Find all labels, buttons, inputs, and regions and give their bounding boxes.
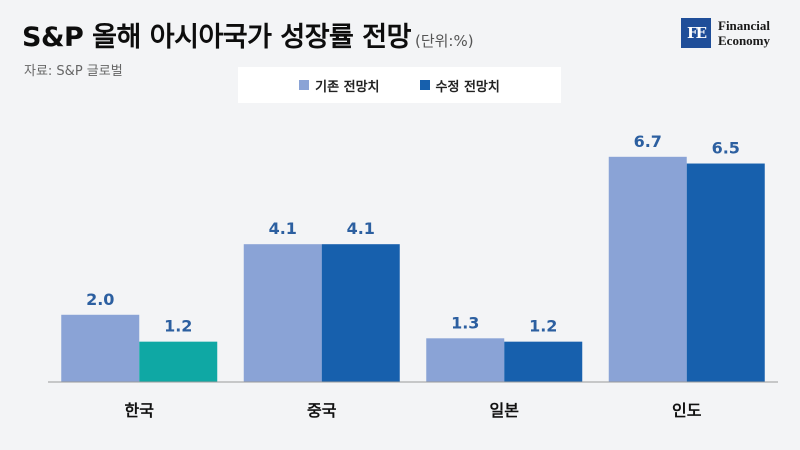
logo-mark-icon: FE xyxy=(681,18,711,48)
value-label: 6.5 xyxy=(712,139,740,158)
publisher-logo: FE Financial Economy xyxy=(681,18,770,48)
bar-revised-2 xyxy=(504,341,583,382)
bar-original-3 xyxy=(608,156,687,382)
legend-swatch-revised xyxy=(419,80,430,90)
value-label: 1.2 xyxy=(529,317,557,336)
chart-title: S&P 올해 아시아국가 성장률 전망 (단위:%) xyxy=(22,22,474,53)
value-label: 1.2 xyxy=(164,317,192,336)
logo-line-1: Financial xyxy=(718,18,771,33)
legend: 기존 전망치 수정 전망치 xyxy=(238,67,561,103)
bar-original-2 xyxy=(426,338,505,382)
logo-text: Financial Economy xyxy=(718,18,770,48)
logo-line-2: Economy xyxy=(718,33,770,48)
bar-revised-3 xyxy=(686,163,765,382)
category-label: 중국 xyxy=(307,401,337,420)
legend-label-original: 기존 전망치 xyxy=(315,79,380,95)
category-label: 일본 xyxy=(490,401,520,420)
legend-item-original: 기존 전망치 xyxy=(299,76,380,95)
source-label: 자료: S&P 글로벌 xyxy=(24,64,123,79)
legend-label-revised: 수정 전망치 xyxy=(435,79,500,95)
category-label: 인도 xyxy=(672,401,702,420)
value-label: 6.7 xyxy=(634,132,662,151)
value-label: 4.1 xyxy=(269,219,297,238)
legend-swatch-original xyxy=(299,80,310,90)
bar-revised-1 xyxy=(321,244,400,382)
value-label: 1.3 xyxy=(451,313,479,332)
category-label: 한국 xyxy=(125,401,155,420)
value-label: 4.1 xyxy=(347,219,375,238)
unit-label: (단위:%) xyxy=(414,32,474,50)
value-label: 2.0 xyxy=(86,290,114,309)
bar-original-1 xyxy=(243,244,322,382)
bar-revised-0 xyxy=(139,341,218,382)
legend-item-revised: 수정 전망치 xyxy=(419,76,500,95)
bar-original-0 xyxy=(61,314,140,382)
